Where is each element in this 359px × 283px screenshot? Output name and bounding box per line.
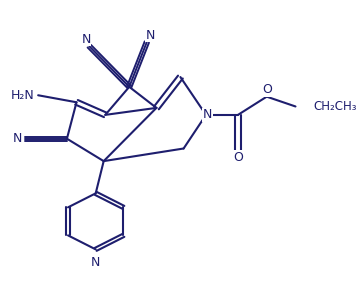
Text: O: O bbox=[262, 83, 272, 96]
Text: O: O bbox=[233, 151, 243, 164]
Text: N: N bbox=[13, 132, 22, 145]
Text: N: N bbox=[145, 29, 155, 42]
Text: CH₂CH₃: CH₂CH₃ bbox=[313, 100, 356, 113]
Text: N: N bbox=[203, 108, 212, 121]
Text: N: N bbox=[91, 256, 101, 269]
Text: H₂N: H₂N bbox=[11, 89, 35, 102]
Text: N: N bbox=[81, 33, 91, 46]
